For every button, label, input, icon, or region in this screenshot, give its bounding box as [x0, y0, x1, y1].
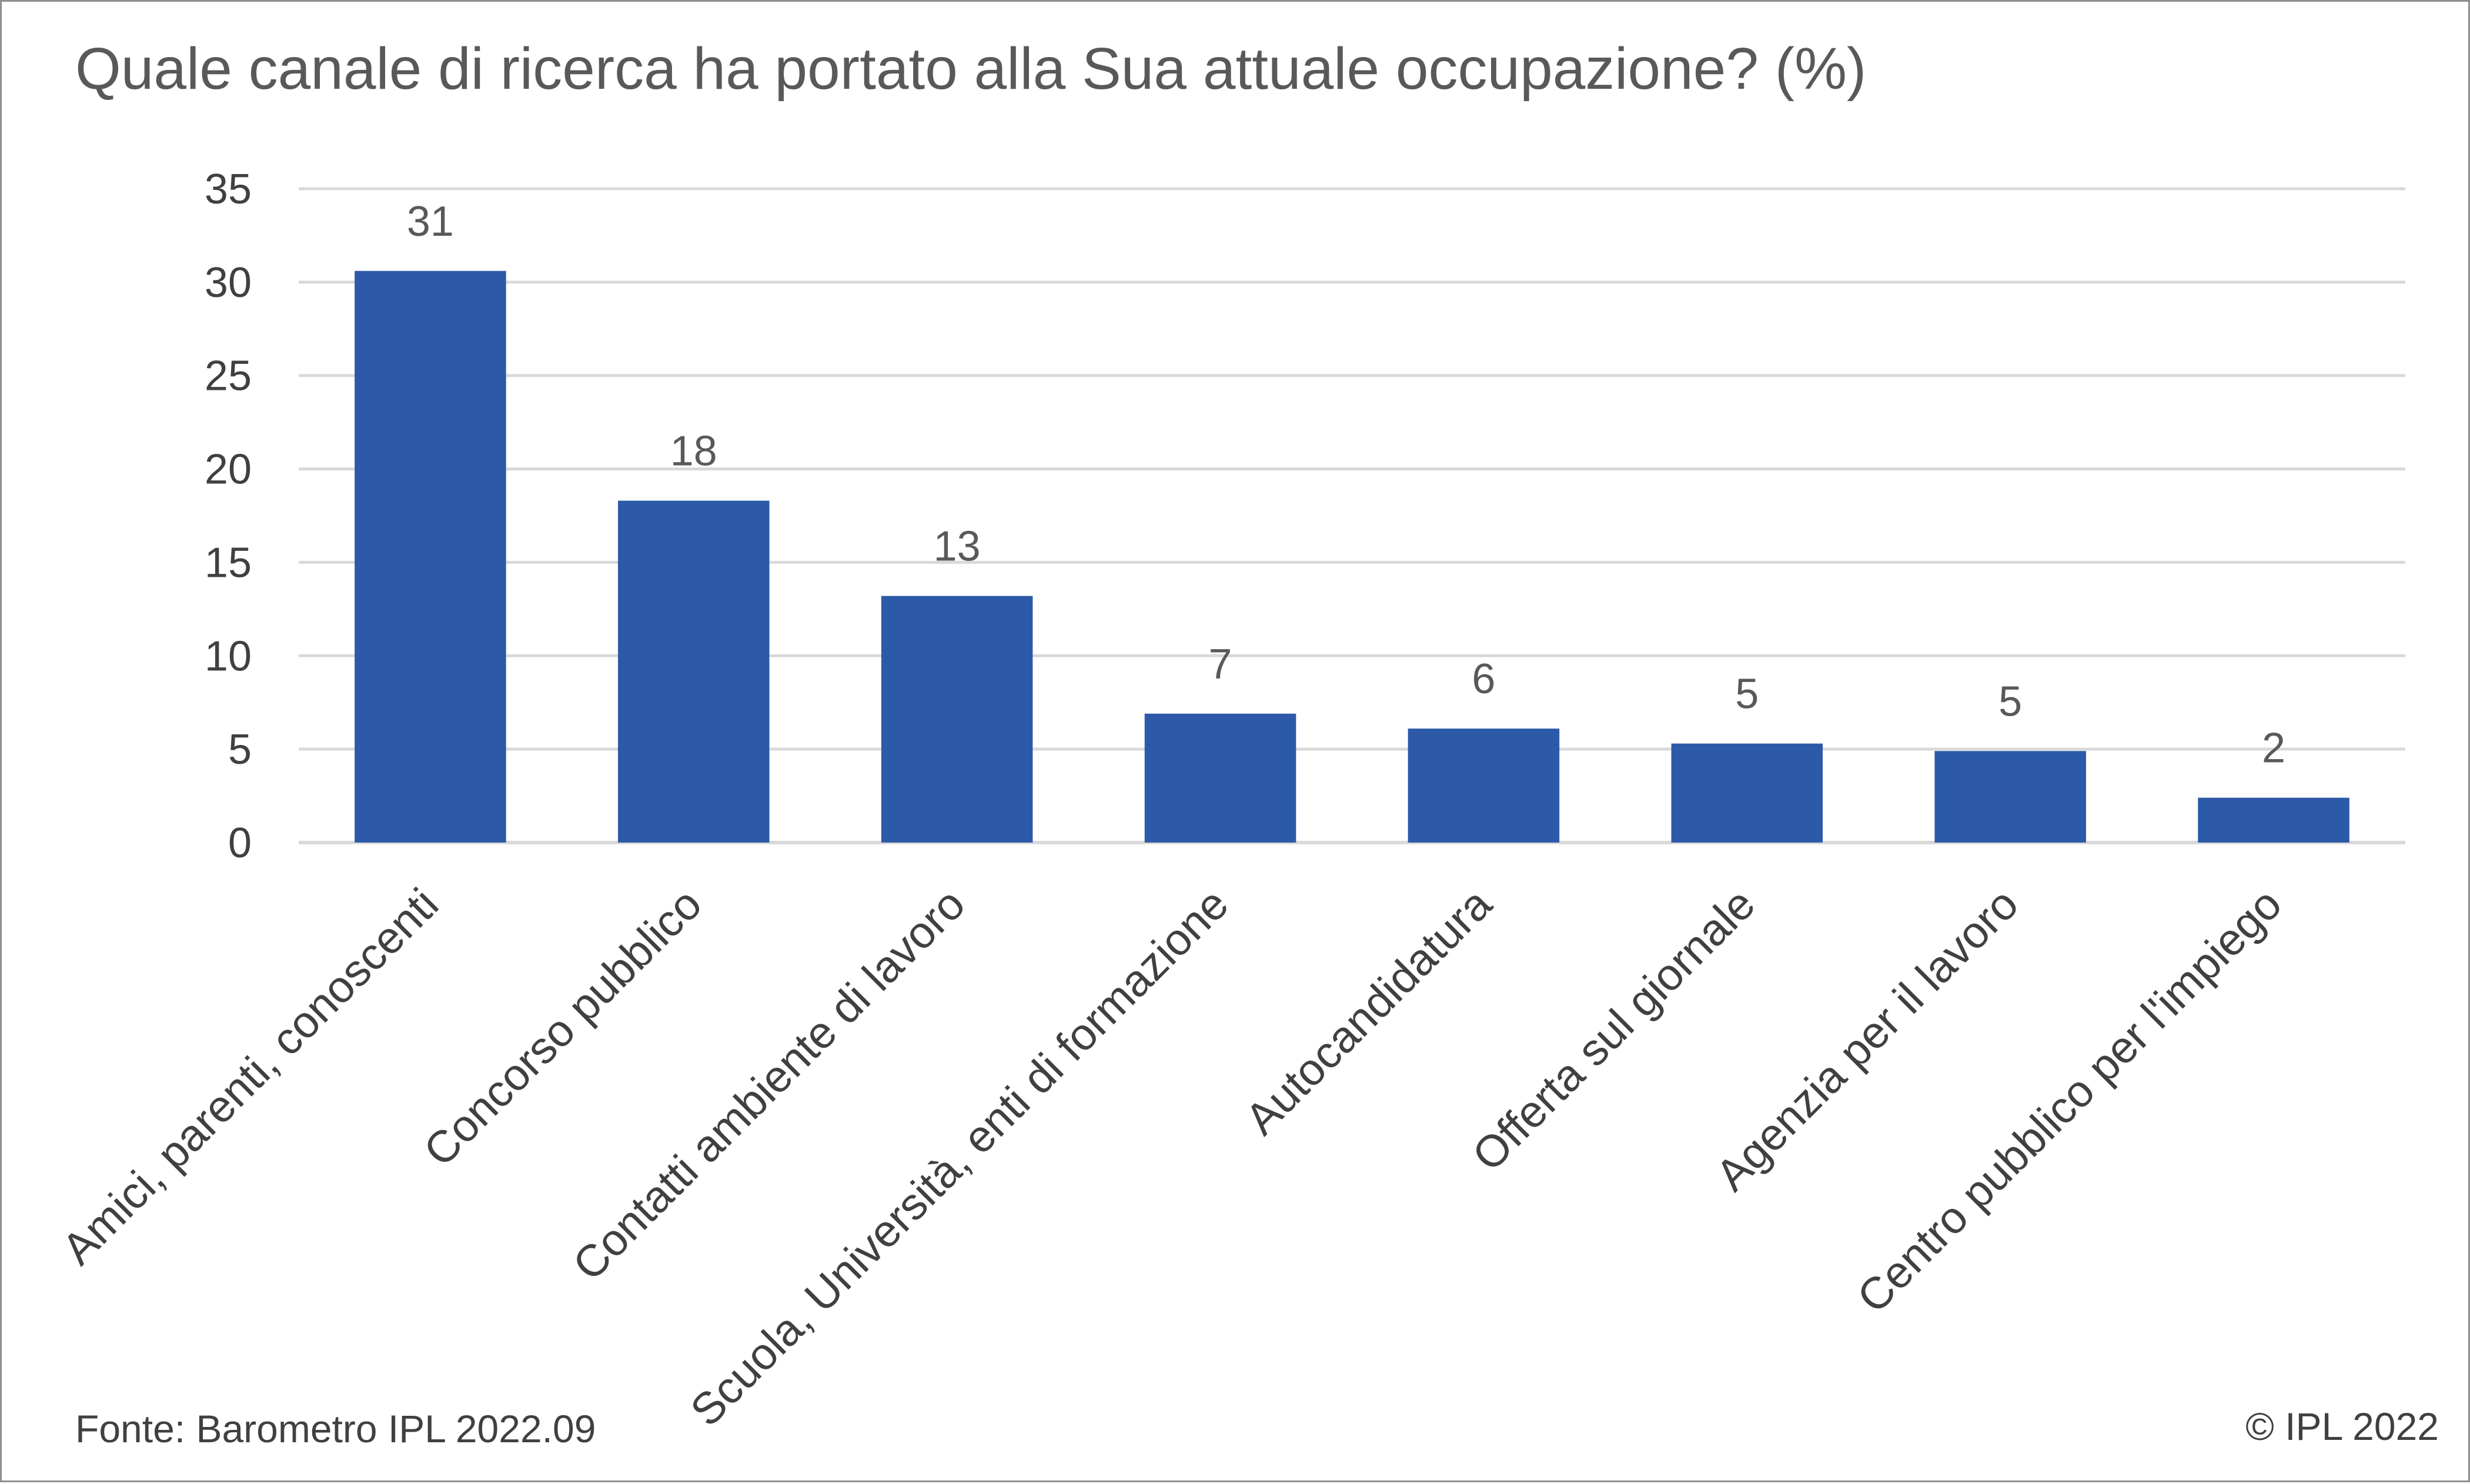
- y-axis-ticks: 0 5 10 15 20 25 30 35: [205, 166, 252, 867]
- bar-5: [1408, 728, 1560, 843]
- data-label-8: 2: [2262, 725, 2285, 772]
- category-label-8: Centro pubblico per l'impiego: [1848, 879, 2291, 1322]
- y-tick-label-0: 0: [228, 820, 252, 867]
- data-labels: 31 18 13 7 6 5 5 2: [407, 198, 2285, 772]
- data-label-3: 13: [934, 523, 981, 570]
- bar-2: [618, 500, 770, 843]
- y-tick-label-15: 15: [205, 539, 252, 586]
- gridlines: [299, 187, 2405, 844]
- y-tick-label-5: 5: [228, 726, 252, 773]
- y-tick-label-35: 35: [205, 166, 252, 213]
- data-label-7: 5: [1998, 678, 2022, 725]
- bar-3: [881, 596, 1033, 843]
- y-tick-label-25: 25: [205, 353, 252, 400]
- category-label-5: Autocandidatura: [1236, 878, 1502, 1144]
- category-label-7: Agenzia per il lavoro: [1706, 879, 2028, 1201]
- category-label-2: Concorso pubblico: [415, 879, 711, 1176]
- category-label-6: Offerta sul giornale: [1463, 879, 1764, 1181]
- data-label-1: 31: [407, 198, 454, 245]
- chart-title: Quale canale di ricerca ha portato alla …: [75, 36, 1866, 102]
- bar-8: [2198, 797, 2349, 843]
- category-label-1: Amici, parenti, conoscenti: [53, 879, 448, 1274]
- data-label-5: 6: [1472, 656, 1495, 703]
- category-label-4: Scuola, Università, enti di formazione: [681, 879, 1238, 1436]
- y-tick-label-30: 30: [205, 259, 252, 306]
- data-label-2: 18: [670, 428, 717, 475]
- bars: [355, 270, 2349, 843]
- bar-4: [1144, 713, 1296, 843]
- y-tick-label-20: 20: [205, 446, 252, 493]
- bar-1: [355, 270, 506, 843]
- data-label-6: 5: [1735, 671, 1759, 718]
- bar-7: [1934, 751, 2086, 843]
- copyright-note: © IPL 2022: [2245, 1405, 2439, 1448]
- data-label-4: 7: [1209, 641, 1232, 688]
- source-note: Fonte: Barometro IPL 2022.09: [75, 1407, 596, 1450]
- bar-6: [1671, 743, 1823, 843]
- y-tick-label-10: 10: [205, 633, 252, 680]
